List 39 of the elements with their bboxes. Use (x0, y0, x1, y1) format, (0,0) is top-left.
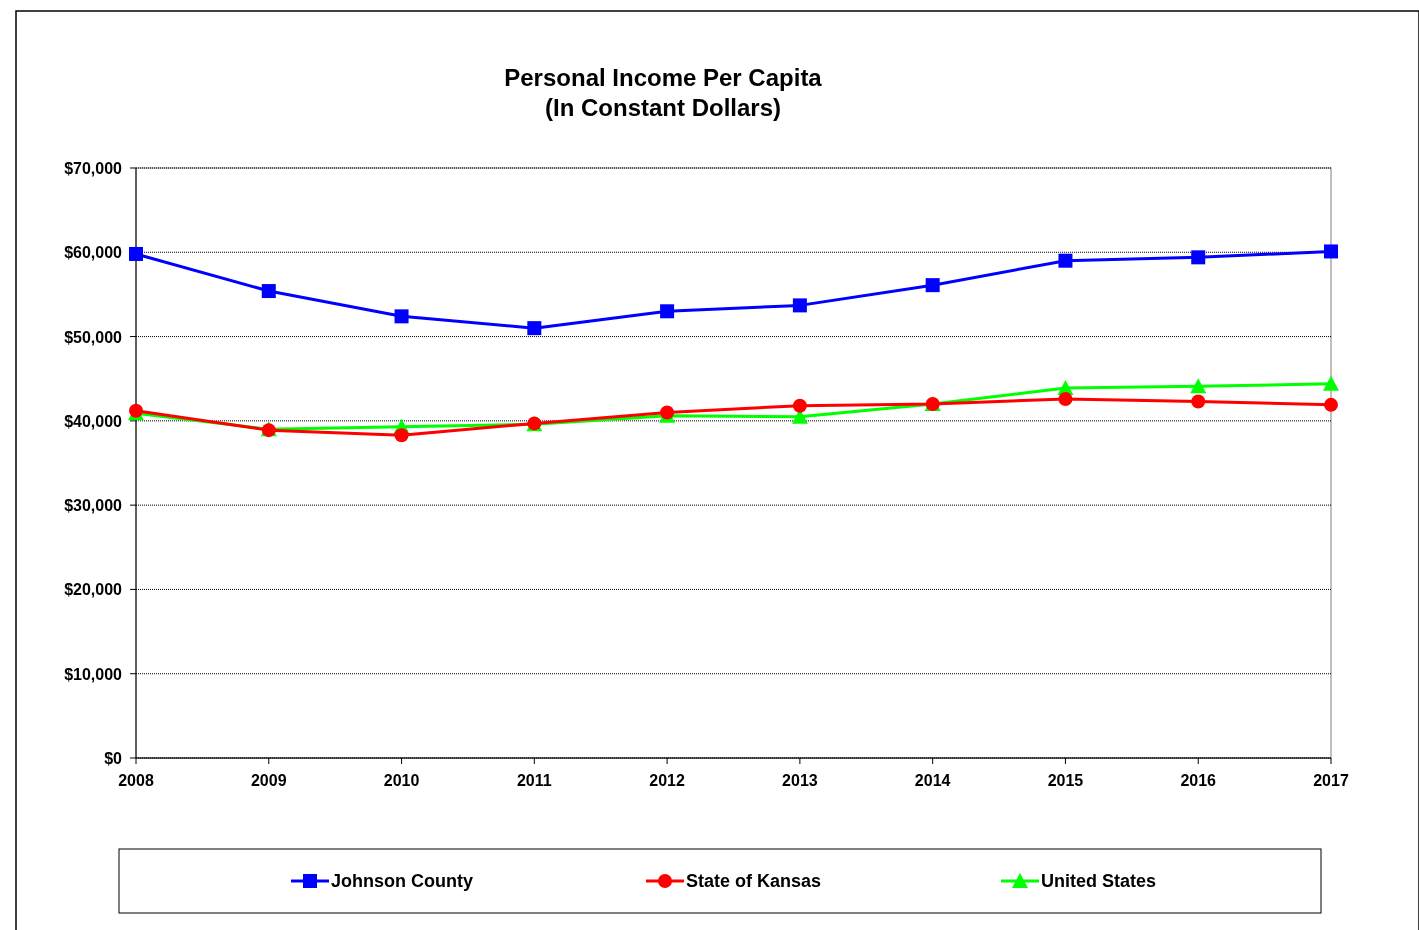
point (925, 278, 940, 293)
x-tick-label: 2015 (1047, 772, 1084, 789)
y-tick-label: $30,000 (64, 497, 123, 515)
x-tick-label: 2014 (914, 772, 951, 789)
point (1058, 391, 1073, 406)
point (792, 398, 807, 413)
y-tick-label: $60,000 (64, 244, 123, 262)
legend-label: United States (1041, 871, 1157, 891)
y-tick-label: $70,000 (64, 160, 123, 177)
x-tick-label: 2010 (383, 772, 420, 789)
point (129, 246, 143, 261)
point (527, 321, 542, 336)
x-tick-label: 2011 (516, 772, 552, 789)
y-tick-label: $10,000 (64, 665, 123, 683)
y-tick-label: $20,000 (64, 581, 123, 599)
point (792, 298, 807, 313)
y-tick-label: $0 (104, 750, 123, 767)
point (1191, 394, 1206, 409)
y-tick-label: $40,000 (64, 412, 123, 430)
point (1058, 253, 1073, 268)
point (1324, 244, 1338, 259)
x-tick-label: 2008 (118, 772, 154, 789)
x-tick-label: 2017 (1313, 772, 1349, 789)
point (1324, 397, 1338, 412)
legend-label: State of Kansas (686, 871, 822, 891)
point (1323, 375, 1339, 391)
point (1190, 378, 1207, 394)
x-tick-label: 2009 (250, 772, 287, 789)
legend-label: Johnson County (331, 871, 473, 891)
chart-title: Personal Income Per Capita (In Constant Dollars) (504, 64, 823, 121)
x-tick-label: 2013 (782, 772, 818, 789)
y-tick-label: $50,000 (64, 328, 123, 346)
x-tick-label: 2012 (649, 772, 686, 789)
point (660, 304, 675, 319)
point (394, 428, 409, 443)
point (1191, 250, 1206, 265)
point (394, 309, 409, 324)
point (261, 284, 276, 299)
x-tick-label: 2016 (1180, 772, 1217, 789)
